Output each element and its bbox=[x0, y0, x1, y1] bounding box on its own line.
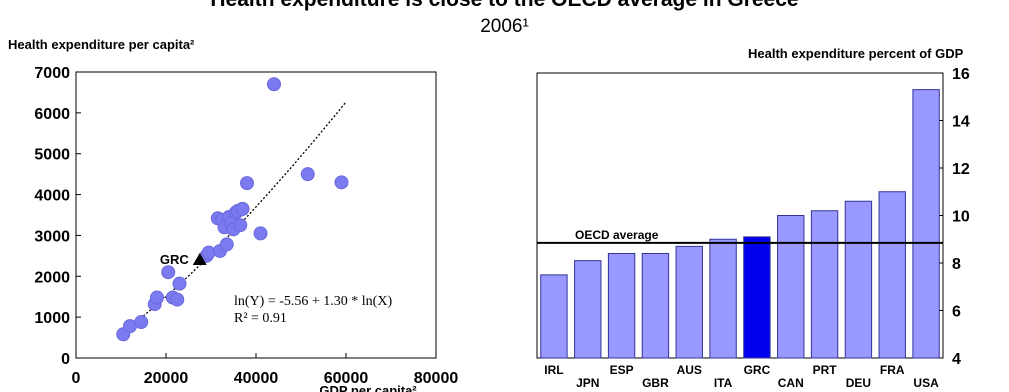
bar-y-axis-label: Health expenditure percent of GDP bbox=[748, 46, 964, 61]
regression-equation: ln(Y) = -5.56 + 1.30 * ln(X) bbox=[234, 294, 392, 309]
scatter-point bbox=[267, 77, 281, 92]
scatter-y-tick-label: 7000 bbox=[34, 65, 70, 82]
bar-prt bbox=[810, 210, 839, 359]
bar-y-tick-label: 16 bbox=[952, 66, 970, 83]
bar-y-tick-label: 10 bbox=[952, 209, 970, 226]
scatter-point bbox=[253, 226, 268, 241]
bar-fra bbox=[878, 191, 906, 359]
bar-esp bbox=[607, 253, 636, 359]
bar-category-label: ITA bbox=[714, 376, 733, 390]
bar-category-label: IRL bbox=[544, 363, 563, 377]
scatter-point bbox=[235, 201, 250, 216]
figure-subtitle: 2006¹ bbox=[480, 16, 529, 37]
scatter-y-tick-label: 2000 bbox=[34, 269, 70, 286]
bar-category-label: GBR bbox=[642, 376, 669, 390]
bar-jpn bbox=[574, 260, 602, 359]
scatter-x-tick-label: 0 bbox=[72, 370, 81, 387]
scatter-x-axis-label: GDP per capita² bbox=[319, 383, 417, 392]
scatter-point bbox=[334, 175, 349, 190]
bar-usa bbox=[912, 89, 940, 359]
regression-r-squared: R² = 0.91 bbox=[234, 311, 287, 326]
scatter-x-tick-label: 60000 bbox=[324, 370, 369, 387]
scatter-point bbox=[172, 276, 187, 291]
scatter-y-axis-label: Health expenditure per capita² bbox=[8, 37, 195, 52]
bar-category-label: FRA bbox=[880, 363, 905, 377]
scatter-x-tick-label: 20000 bbox=[144, 370, 189, 387]
bar-category-label: DEU bbox=[846, 376, 871, 390]
bar-category-label: GRC bbox=[744, 363, 771, 377]
scatter-point bbox=[161, 265, 176, 280]
bar-category-label: CAN bbox=[778, 376, 804, 390]
figure-title: Health expenditure is close to the OECD … bbox=[0, 0, 1009, 12]
bar-category-label: AUS bbox=[677, 363, 702, 377]
scatter-x-tick-label: 80000 bbox=[414, 370, 459, 387]
bar-gbr bbox=[641, 253, 670, 359]
scatter-point bbox=[134, 315, 149, 330]
bar-grc bbox=[743, 236, 771, 359]
bar-category-label: JPN bbox=[576, 376, 599, 390]
bar-y-tick-label: 4 bbox=[952, 351, 961, 368]
bar-ita bbox=[709, 238, 737, 359]
scatter-x-tick-label: 40000 bbox=[234, 370, 279, 387]
bar-irl bbox=[540, 274, 568, 359]
bar-deu bbox=[844, 200, 873, 359]
scatter-point bbox=[233, 218, 248, 233]
scatter-y-tick-label: 3000 bbox=[34, 228, 70, 245]
bar-category-label: ESP bbox=[610, 363, 634, 377]
scatter-y-tick-label: 6000 bbox=[34, 106, 70, 123]
oecd-average-label: OECD average bbox=[575, 228, 659, 242]
bar-can bbox=[777, 215, 805, 359]
bar-y-tick-label: 8 bbox=[952, 256, 961, 273]
grc-point-label: GRC bbox=[160, 252, 190, 267]
bar-y-tick-label: 14 bbox=[952, 114, 970, 131]
scatter-point bbox=[150, 290, 164, 305]
scatter-y-tick-label: 4000 bbox=[34, 188, 70, 205]
scatter-point bbox=[300, 167, 315, 182]
scatter-y-tick-label: 0 bbox=[61, 351, 70, 368]
scatter-y-tick-label: 1000 bbox=[34, 310, 70, 327]
scatter-y-tick-label: 5000 bbox=[34, 147, 70, 164]
bar-category-label: USA bbox=[913, 376, 939, 390]
grc-marker bbox=[192, 252, 207, 265]
bar-y-tick-label: 6 bbox=[952, 304, 961, 321]
bar-y-tick-label: 12 bbox=[952, 161, 970, 178]
scatter-point bbox=[219, 237, 234, 252]
scatter-point bbox=[170, 292, 185, 307]
bar-category-label: PRT bbox=[813, 363, 838, 377]
scatter-point bbox=[240, 176, 254, 191]
bar-aus bbox=[675, 245, 703, 359]
